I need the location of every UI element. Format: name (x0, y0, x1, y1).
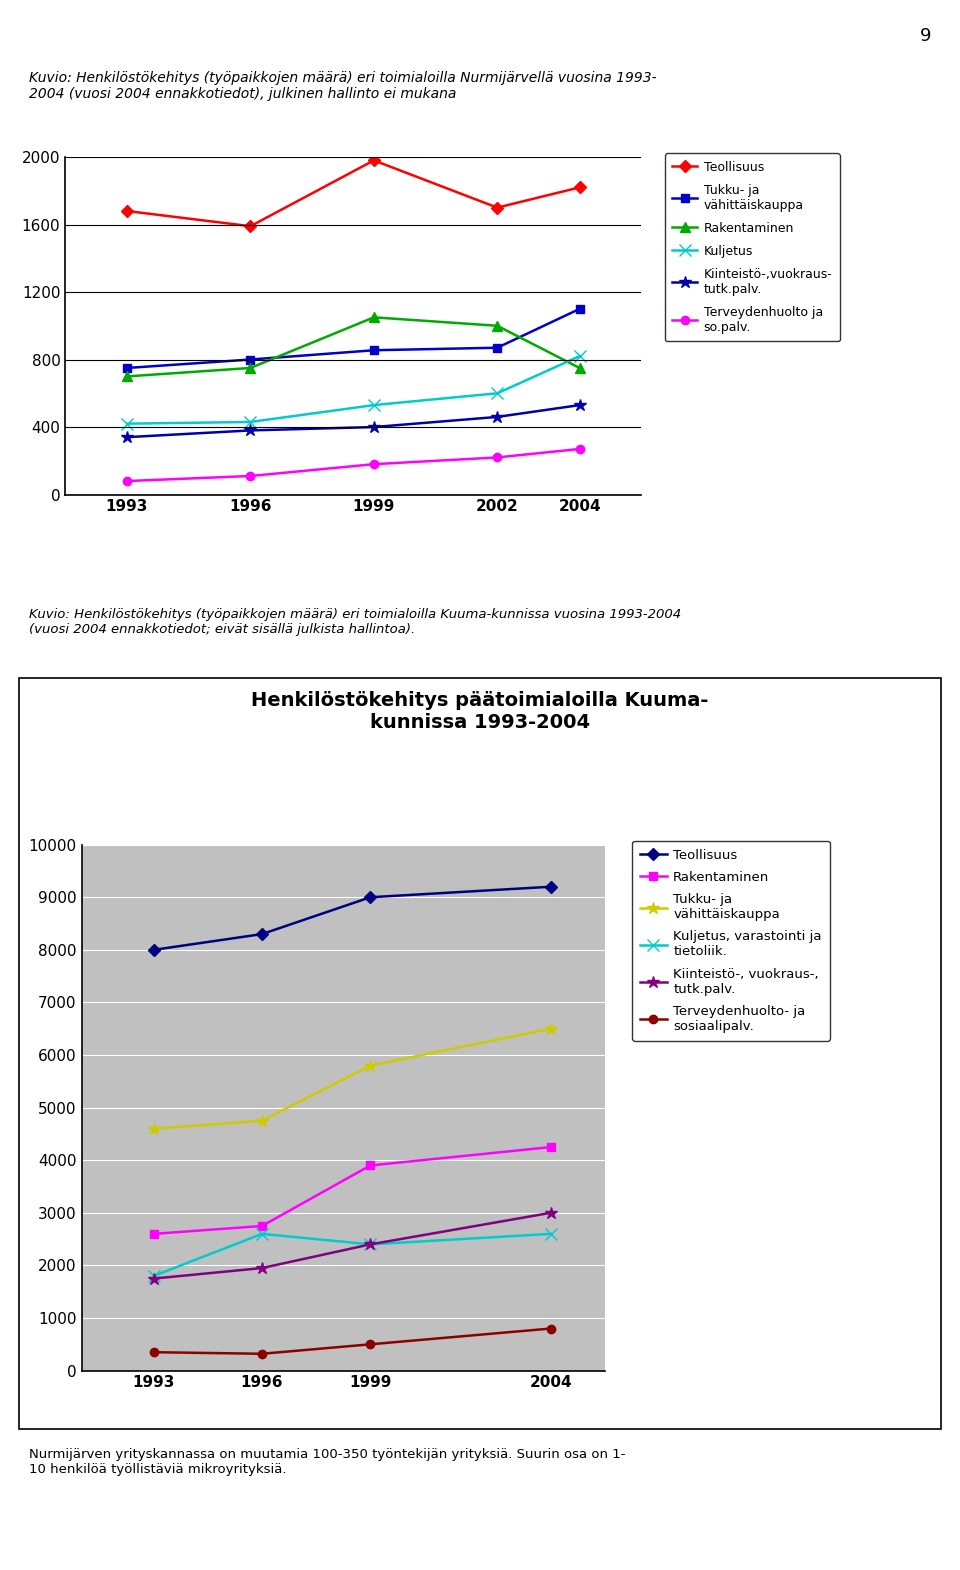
Legend: Teollisuus, Tukku- ja
vähittäiskauppa, Rakentaminen, Kuljetus, Kiinteistö-,vuokr: Teollisuus, Tukku- ja vähittäiskauppa, R… (665, 154, 840, 341)
Text: Nurmijärven yrityskannassa on muutamia 100-350 työntekijän yrityksiä. Suurin osa: Nurmijärven yrityskannassa on muutamia 1… (29, 1448, 625, 1476)
Text: Henkilöstökehitys päätoimialoilla Kuuma-
kunnissa 1993-2004: Henkilöstökehitys päätoimialoilla Kuuma-… (252, 691, 708, 732)
Text: 9: 9 (920, 27, 931, 44)
Text: Kuvio: Henkilöstökehitys (työpaikkojen määrä) eri toimialoilla Nurmijärvellä vuo: Kuvio: Henkilöstökehitys (työpaikkojen m… (29, 71, 657, 100)
Legend: Teollisuus, Rakentaminen, Tukku- ja
vähittäiskauppa, Kuljetus, varastointi ja
ti: Teollisuus, Rakentaminen, Tukku- ja vähi… (633, 842, 829, 1041)
Text: Kuvio: Henkilöstökehitys (työpaikkojen määrä) eri toimialoilla Kuuma-kunnissa vu: Kuvio: Henkilöstökehitys (työpaikkojen m… (29, 608, 681, 636)
